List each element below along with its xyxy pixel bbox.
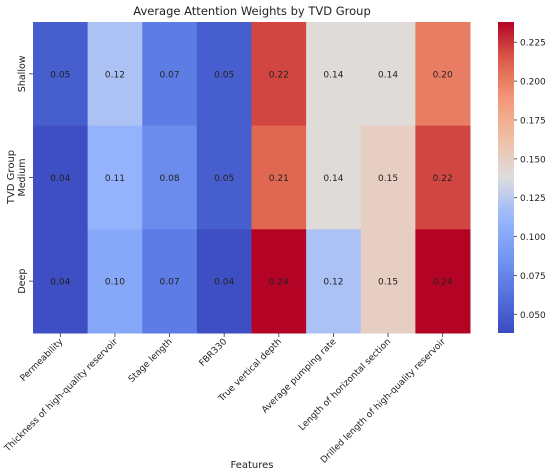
y-tick-label: Shallow (17, 55, 28, 92)
heatmap-cell (251, 125, 307, 230)
heatmap-cell (196, 229, 252, 334)
x-tick-label: Stage length (127, 337, 175, 385)
heatmap-cell (251, 22, 307, 127)
x-tick-label: Length of horizontal section (297, 337, 393, 433)
heatmap-value-labels: 0.05 0.12 0.07 0.05 0.22 0.14 0.14 0.20 0.04 0.11… (50, 70, 453, 287)
cell-value-label: 0.22 (269, 70, 289, 80)
cell-value-label: 0.07 (160, 70, 180, 80)
colorbar (498, 22, 514, 333)
cell-value-label: 0.08 (160, 174, 180, 184)
cell-value-label: 0.05 (214, 174, 234, 184)
colorbar-tick-label: 0.100 (520, 233, 546, 243)
heatmap-cell (33, 22, 89, 127)
heatmap-cell (87, 229, 143, 334)
x-tick-label: Thickness of high-quality reservoir (2, 337, 120, 455)
heatmap-cell (196, 125, 252, 230)
cell-value-label: 0.14 (323, 174, 343, 184)
cell-value-label: 0.07 (160, 278, 180, 288)
heatmap-cell (306, 22, 362, 127)
heatmap-cell (360, 125, 416, 230)
cell-value-label: 0.15 (378, 174, 398, 184)
cell-value-label: 0.05 (214, 70, 234, 80)
x-tick-label: Permeability (19, 337, 66, 384)
cell-value-label: 0.24 (433, 278, 453, 288)
cell-value-label: 0.21 (269, 174, 289, 184)
cell-value-label: 0.12 (323, 278, 343, 288)
heatmap-cell (142, 22, 198, 127)
cell-value-label: 0.05 (50, 70, 70, 80)
cell-value-label: 0.14 (378, 70, 398, 80)
chart-title: Average Attention Weights by TVD Group (133, 4, 371, 18)
colorbar-ticks: 0.050 0.075 0.100 0.125 0.150 0.175 0.200 0.225 (514, 39, 546, 321)
heatmap-cell (415, 22, 471, 127)
heatmap-cell (360, 229, 416, 334)
heatmap-cell (33, 125, 89, 230)
heatmap-cell (251, 229, 307, 334)
cell-value-label: 0.22 (433, 174, 453, 184)
cell-value-label: 0.04 (50, 174, 70, 184)
cell-value-label: 0.04 (50, 278, 70, 288)
y-axis-label: TVD Group (6, 150, 17, 205)
heatmap-cell (33, 229, 89, 334)
cell-value-label: 0.04 (214, 278, 234, 288)
x-tick-label: FBR330 (198, 337, 230, 369)
heatmap-cell (360, 22, 416, 127)
colorbar-tick-label: 0.125 (520, 194, 546, 204)
heatmap-cell (415, 229, 471, 334)
colorbar-tick-label: 0.225 (520, 39, 546, 49)
heatmap-cells (33, 22, 471, 334)
heatmap-cell (87, 22, 143, 127)
cell-value-label: 0.15 (378, 278, 398, 288)
cell-value-label: 0.10 (105, 278, 125, 288)
heatmap-cell (87, 125, 143, 230)
heatmap-cell (306, 229, 362, 334)
cell-value-label: 0.12 (105, 70, 125, 80)
colorbar-tick-label: 0.075 (520, 272, 546, 282)
x-axis-label: Features (231, 460, 274, 471)
cell-value-label: 0.14 (323, 70, 343, 80)
heatmap-cell (142, 125, 198, 230)
colorbar-tick-label: 0.150 (520, 155, 546, 165)
colorbar-tick-label: 0.050 (520, 311, 546, 321)
y-tick-label: Deep (17, 269, 28, 294)
cell-value-label: 0.24 (269, 278, 289, 288)
cell-value-label: 0.20 (433, 70, 453, 80)
x-tick-label: Drilled length of high-quality reservoir (319, 337, 448, 466)
y-tick-label: Medium (17, 159, 28, 197)
colorbar-tick-label: 0.200 (520, 78, 546, 88)
heatmap-cell (196, 22, 252, 127)
heatmap-cell (142, 229, 198, 334)
heatmap-cell (306, 125, 362, 230)
y-axis-ticks: Shallow Medium Deep (17, 55, 33, 294)
heatmap-cell (415, 125, 471, 230)
colorbar-tick-label: 0.175 (520, 116, 546, 126)
cell-value-label: 0.11 (105, 174, 125, 184)
